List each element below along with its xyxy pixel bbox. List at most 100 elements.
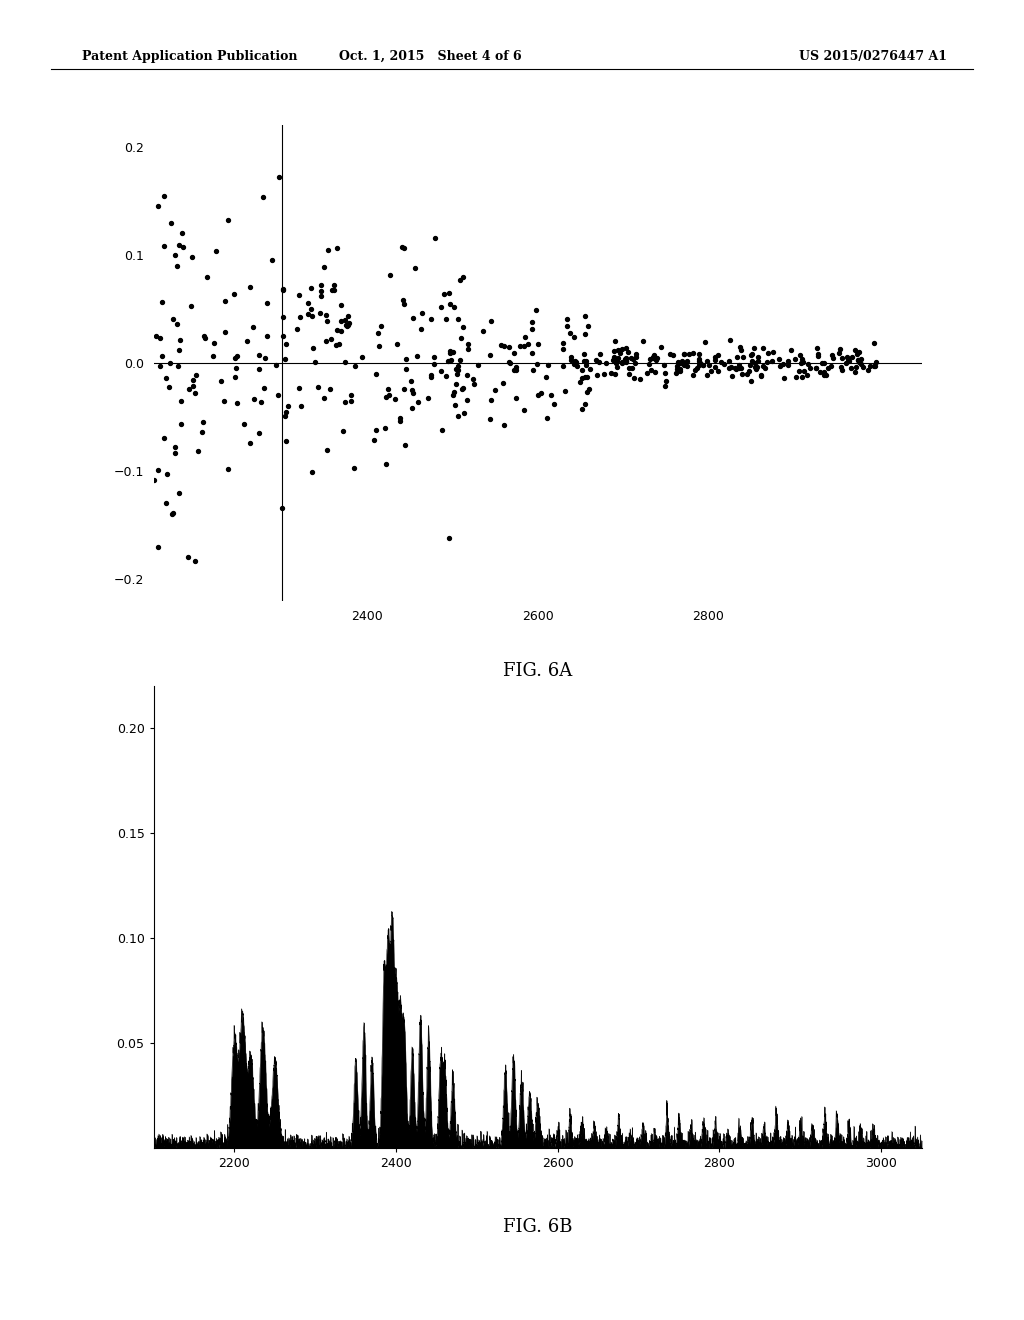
Point [228, 392, 245, 413]
Point [516, 335, 532, 356]
Point [851, 342, 867, 363]
Point [679, 351, 695, 372]
Point [167, 444, 183, 465]
Point [816, 364, 833, 385]
Point [672, 359, 688, 380]
Point [825, 347, 842, 368]
Point [326, 280, 342, 301]
Point [750, 346, 766, 367]
Point [841, 351, 857, 372]
Point [206, 333, 222, 354]
Point [456, 403, 472, 424]
Point [219, 458, 236, 479]
Point [340, 306, 356, 327]
Point [746, 352, 763, 374]
Point [174, 236, 190, 257]
Point [373, 315, 389, 337]
Point [809, 337, 825, 358]
Point [624, 356, 640, 378]
Point [652, 337, 669, 358]
Point [452, 269, 468, 290]
Point [389, 333, 406, 354]
Point [723, 356, 739, 378]
Point [632, 368, 648, 389]
Point [188, 364, 205, 385]
Point [783, 341, 800, 362]
Point [814, 352, 830, 374]
Text: Patent Application Publication: Patent Application Publication [82, 50, 297, 63]
Point [486, 379, 503, 400]
Point [695, 354, 712, 375]
Point [291, 378, 307, 399]
Point [527, 300, 544, 321]
Point [426, 346, 442, 367]
Point [555, 339, 571, 360]
Point [555, 356, 571, 378]
Point [501, 337, 517, 358]
Point [791, 360, 807, 381]
Point [483, 310, 500, 331]
Point [368, 420, 384, 441]
Point [275, 306, 292, 327]
Point [394, 289, 411, 310]
Point [398, 359, 415, 380]
Point [744, 343, 761, 364]
Point [588, 348, 604, 370]
Point [322, 379, 338, 400]
Point [645, 345, 662, 366]
Point [474, 321, 490, 342]
Point [227, 358, 244, 379]
Point [501, 351, 517, 372]
Point [721, 358, 737, 379]
Point [197, 327, 213, 348]
Point [312, 275, 329, 296]
Point [523, 318, 540, 339]
Point [392, 411, 409, 432]
Point [427, 227, 443, 248]
Point [508, 359, 524, 380]
Point [438, 366, 455, 387]
Point [148, 325, 165, 346]
Point [697, 331, 714, 352]
Point [622, 358, 638, 379]
Point [745, 338, 762, 359]
Point [152, 355, 168, 376]
Point [562, 347, 579, 368]
Point [167, 244, 183, 265]
Point [275, 279, 292, 300]
Point [371, 335, 387, 356]
Point [173, 413, 189, 434]
Point [614, 351, 631, 372]
Point [850, 350, 866, 371]
Point [617, 351, 634, 372]
Point [315, 388, 332, 409]
Point [792, 345, 808, 366]
Point [508, 356, 524, 378]
Point [481, 345, 498, 366]
Point [343, 385, 359, 407]
Point [759, 351, 775, 372]
Point [404, 379, 421, 400]
Point [410, 392, 426, 413]
Point [729, 346, 745, 367]
Point [333, 321, 349, 342]
Point [674, 351, 690, 372]
Point [793, 352, 809, 374]
Point [333, 294, 349, 315]
Point [450, 405, 466, 426]
Point [834, 347, 850, 368]
Point [441, 341, 458, 362]
Point [624, 347, 640, 368]
Point [273, 498, 290, 519]
Point [592, 343, 608, 364]
Point [849, 343, 865, 364]
Point [318, 304, 335, 325]
Point [641, 352, 657, 374]
Point [731, 355, 748, 376]
Point [187, 550, 204, 572]
Point [461, 338, 477, 359]
Point [274, 325, 291, 346]
Point [271, 166, 288, 187]
Point [750, 351, 766, 372]
Point [621, 342, 637, 363]
